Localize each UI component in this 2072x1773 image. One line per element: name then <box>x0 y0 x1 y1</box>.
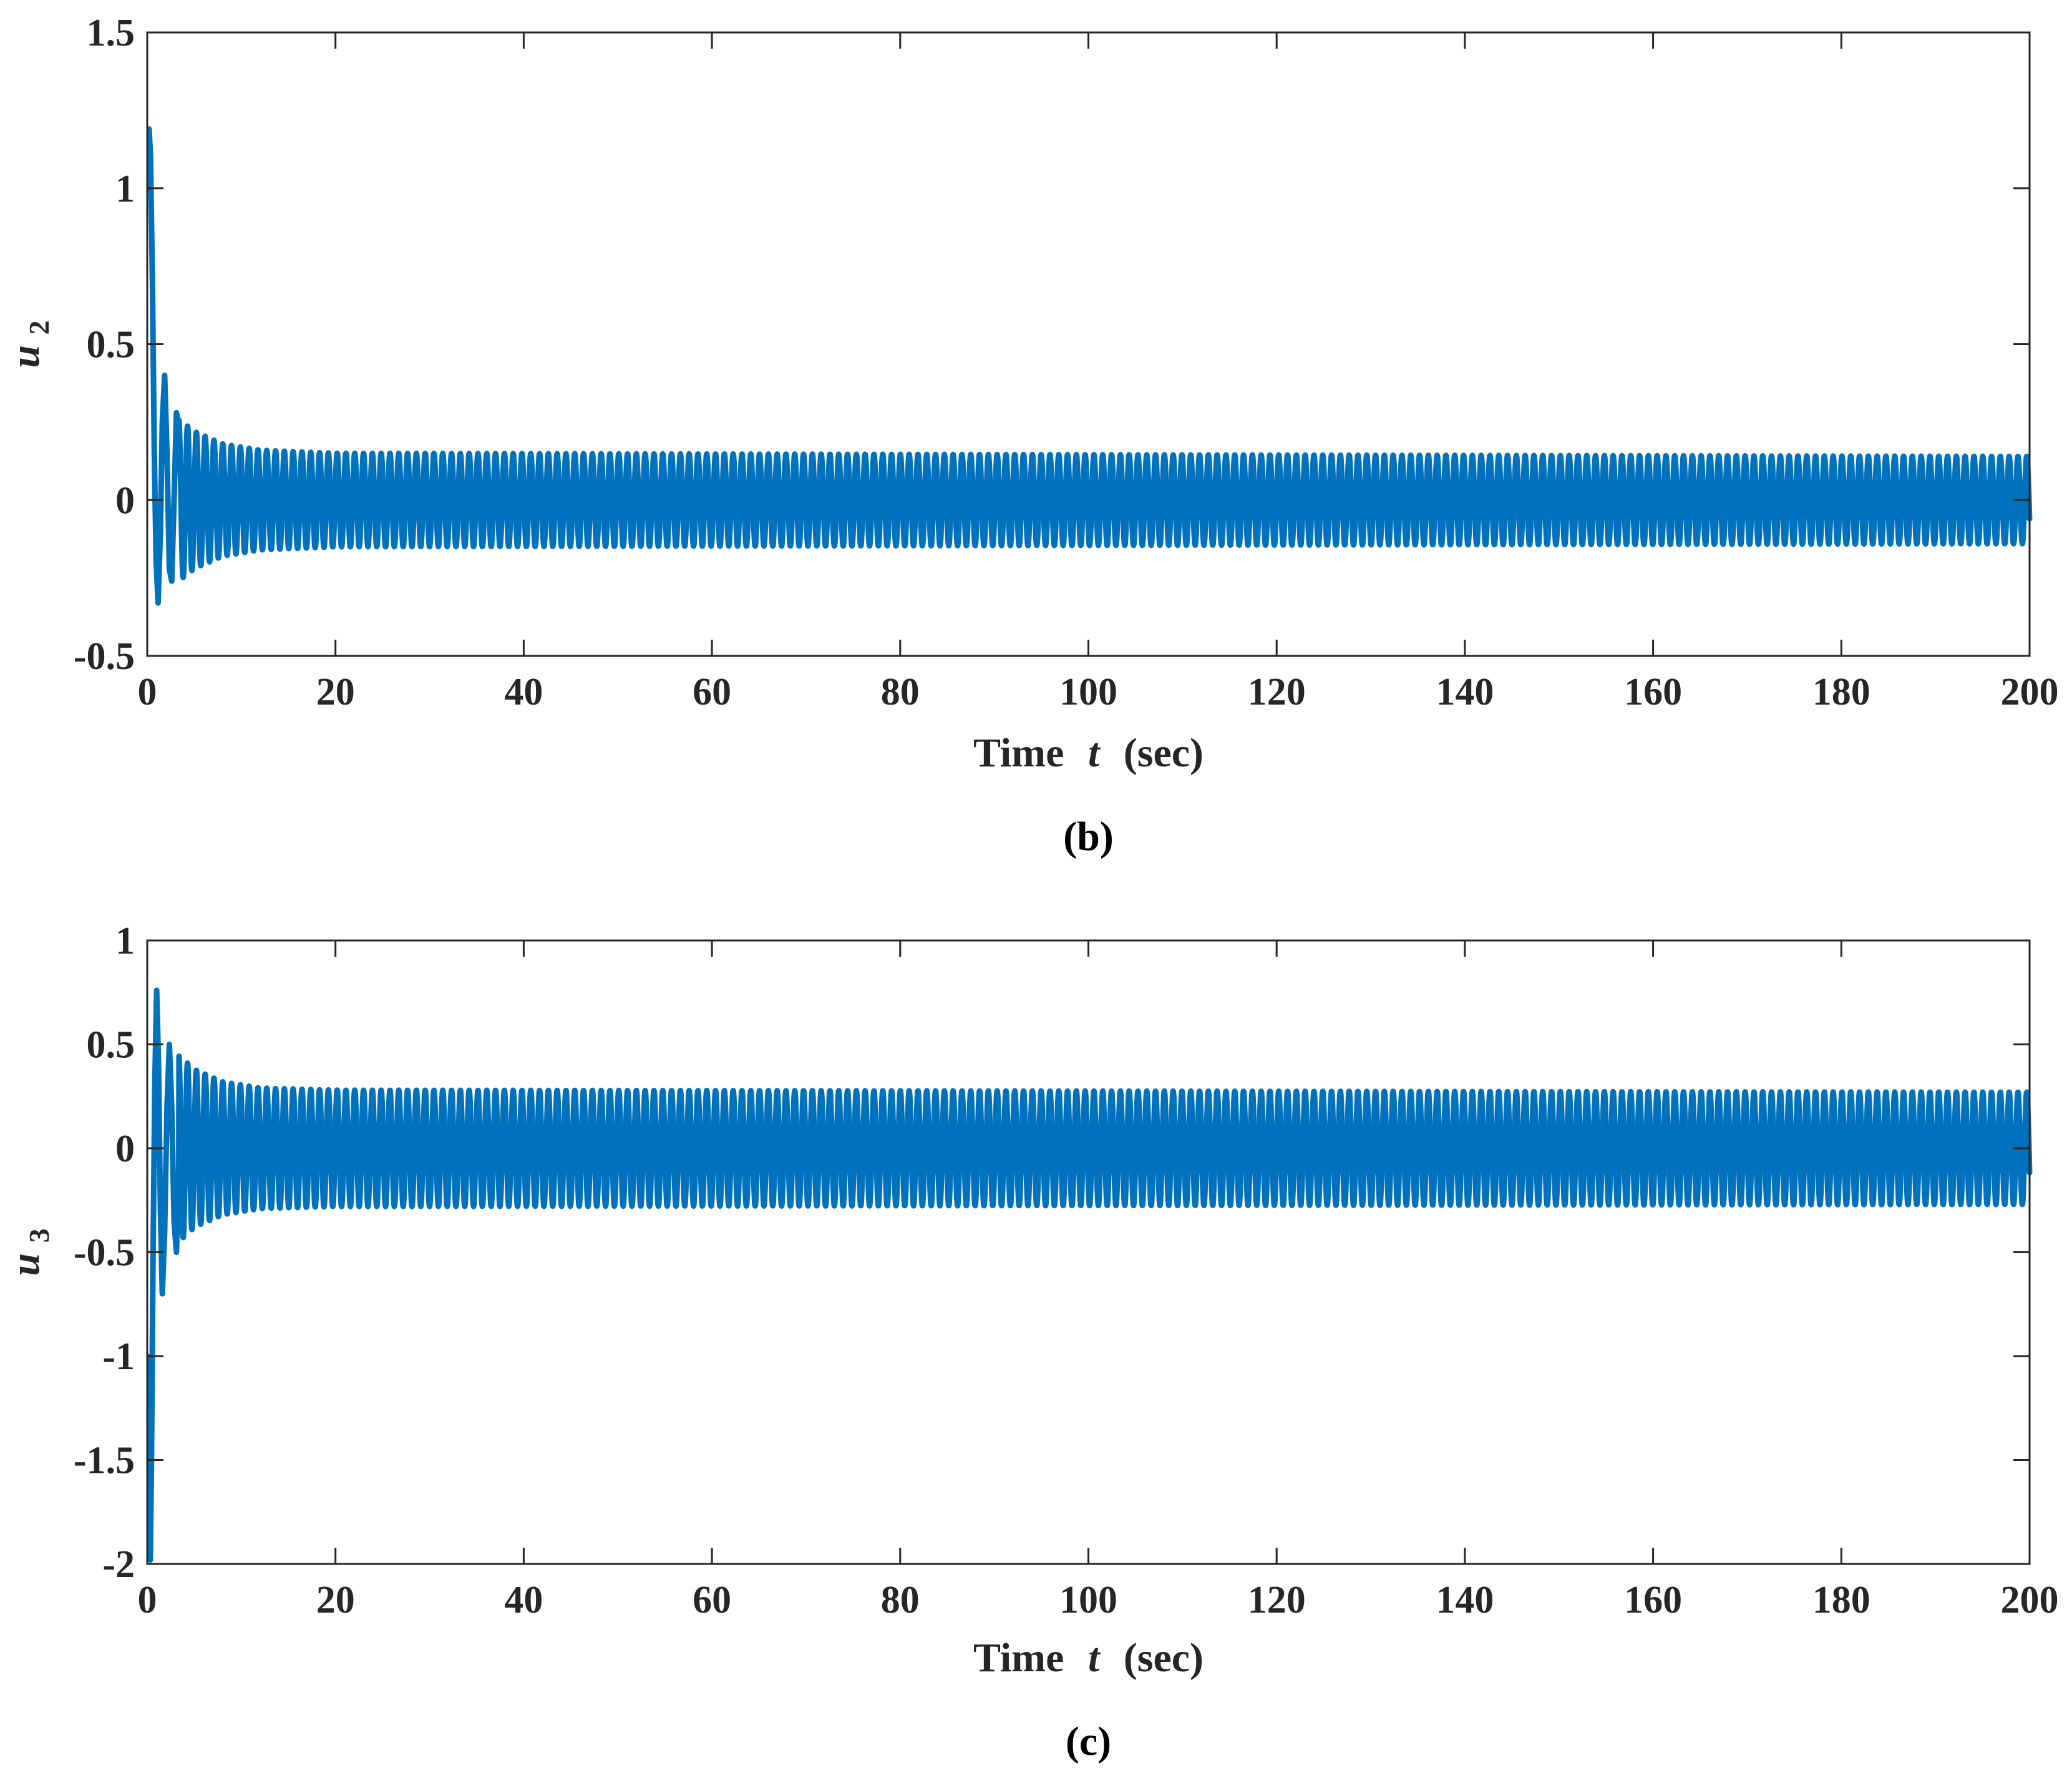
panel-caption-c: (c) <box>1066 1719 1111 1764</box>
y-tick-labels: -2 -1.5 -1 -0.5 0 0.5 1 <box>74 920 135 1586</box>
x-axis-label-text: Time <box>973 1635 1064 1681</box>
y-tick-label: -1 <box>102 1336 135 1378</box>
x-tick-label: 140 <box>1436 671 1494 713</box>
x-tick-label: 40 <box>504 1579 543 1621</box>
series-line-1 <box>147 987 2033 1563</box>
y-tick-label: 1 <box>115 168 135 210</box>
x-tick-label: 200 <box>2001 1579 2059 1621</box>
y-axis-label: u 3 <box>2 1228 55 1276</box>
y-tick-label: 1 <box>115 920 135 962</box>
x-tick-label: 180 <box>1812 671 1870 713</box>
y-tick-labels: -0.5 0 0.5 1 1.5 <box>74 12 135 678</box>
x-axis-label: Time t (sec) <box>973 730 1204 776</box>
x-tick-label: 180 <box>1812 1579 1870 1621</box>
x-tick-label: 160 <box>1624 671 1682 713</box>
y-axis-label-subscript: 2 <box>23 320 55 335</box>
plot-area <box>147 126 2033 606</box>
plot-area <box>147 987 2033 1563</box>
x-tick-label: 200 <box>2001 671 2059 713</box>
tick-marks <box>146 939 2031 1565</box>
x-tick-label: 0 <box>138 1579 157 1621</box>
x-tick-label: 120 <box>1248 671 1306 713</box>
x-tick-label: 20 <box>316 1579 355 1621</box>
x-tick-label: 120 <box>1248 1579 1306 1621</box>
x-tick-label: 20 <box>316 671 355 713</box>
chart-panel-c: 0 20 40 60 80 100 120 140 160 180 200 -2 -1.5 -1 -0.5… <box>2 920 2059 1764</box>
x-tick-label: 60 <box>693 1579 731 1621</box>
x-tick-labels: 0 20 40 60 80 100 120 140 160 180 200 <box>138 1579 2059 1621</box>
x-axis-label-var: t <box>1088 730 1101 776</box>
y-axis-label-var: u <box>2 345 48 368</box>
y-tick-label: -1.5 <box>74 1440 135 1482</box>
y-tick-label: 0.5 <box>87 1024 135 1067</box>
y-tick-label: 0 <box>115 1128 135 1170</box>
chart-panel-b: 0 20 40 60 80 100 120 140 160 180 200 -0.500.511.5… <box>2 12 2059 859</box>
x-tick-label: 100 <box>1059 671 1117 713</box>
x-axis-label-var: t <box>1088 1635 1101 1681</box>
series-line-1 <box>147 126 2033 606</box>
x-axis-label-unit: (sec) <box>1124 730 1204 776</box>
x-tick-label: 80 <box>881 671 920 713</box>
x-tick-label: 100 <box>1059 1579 1117 1621</box>
y-tick-label: -0.5 <box>74 1232 135 1274</box>
x-tick-labels: 0 20 40 60 80 100 120 140 160 180 200 <box>138 671 2059 713</box>
y-axis-label-subscript: 3 <box>23 1228 55 1243</box>
x-tick-label: 60 <box>693 671 731 713</box>
y-tick-label: -0.5 <box>74 635 135 678</box>
x-axis-label: Time t (sec) <box>973 1635 1204 1681</box>
x-tick-label: 160 <box>1624 1579 1682 1621</box>
x-tick-label: 80 <box>881 1579 920 1621</box>
y-tick-label: 1.5 <box>87 12 135 54</box>
y-tick-label: 0 <box>115 479 135 522</box>
y-tick-label: -2 <box>102 1543 135 1586</box>
x-axis-label-text: Time <box>973 730 1064 776</box>
x-axis-label-unit: (sec) <box>1124 1635 1204 1681</box>
y-axis-label-var: u <box>2 1253 48 1276</box>
y-tick-label: 0.5 <box>87 324 135 366</box>
panel-caption-b: (b) <box>1063 814 1114 859</box>
y-axis-label: u 2 <box>2 320 55 368</box>
x-tick-label: 40 <box>504 671 543 713</box>
x-tick-label: 140 <box>1436 1579 1494 1621</box>
x-tick-label: 0 <box>138 671 157 713</box>
tick-marks <box>146 31 2031 657</box>
